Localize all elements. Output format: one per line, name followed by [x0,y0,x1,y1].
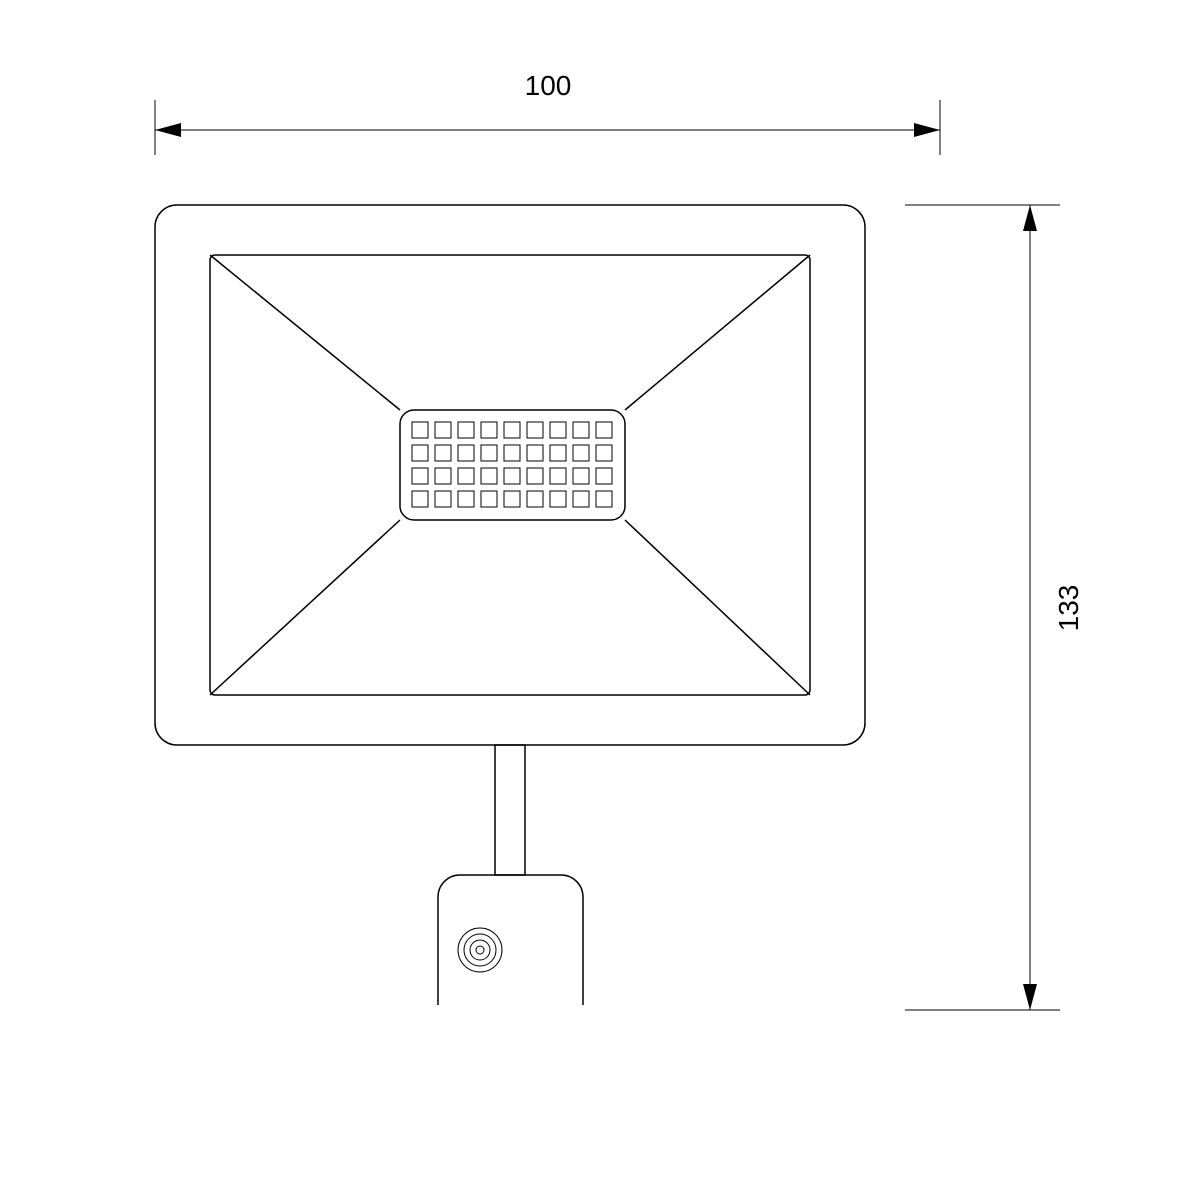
led-cell [596,491,612,507]
led-cell [458,445,474,461]
facet-br [625,520,810,695]
led-cell [458,422,474,438]
led-cell [481,468,497,484]
technical-drawing: 100 133 [0,0,1200,1200]
arrow-head [155,123,181,137]
sensor-eye-ring [470,940,490,960]
led-cell [458,468,474,484]
lamp-body [155,205,865,745]
led-cell [550,491,566,507]
led-cell [435,491,451,507]
arrow-head [914,123,940,137]
lamp-bezel [210,255,810,695]
led-cell [435,422,451,438]
led-cell [504,491,520,507]
led-cell [550,445,566,461]
sensor-eye-ring [464,934,496,966]
led-cell [596,468,612,484]
sensor-eye-ring [458,928,502,972]
led-cell [435,445,451,461]
led-cell [573,491,589,507]
led-cell [412,468,428,484]
led-cell [481,422,497,438]
dim-height-label: 133 [1053,585,1084,632]
led-cell [481,491,497,507]
led-panel [400,410,625,520]
led-cell [596,445,612,461]
led-cell [412,445,428,461]
facet-bl [210,520,400,695]
led-cell [504,468,520,484]
led-cell [412,491,428,507]
led-cell [481,445,497,461]
led-cell [504,422,520,438]
led-cell [573,422,589,438]
sensor-eye-ring [476,946,484,954]
arrow-head [1023,984,1037,1010]
led-cell [527,491,543,507]
led-cell [527,422,543,438]
led-cell [573,468,589,484]
led-cell [573,445,589,461]
led-cell [550,468,566,484]
led-cell [412,422,428,438]
stem [495,745,525,875]
led-cell [504,445,520,461]
arrow-head [1023,205,1037,231]
led-cell [527,445,543,461]
led-cell [435,468,451,484]
led-cell [550,422,566,438]
facet-tl [210,255,400,410]
led-cell [596,422,612,438]
led-cell [527,468,543,484]
led-cell [458,491,474,507]
dim-width-label: 100 [525,70,572,101]
sensor-body [438,875,583,1005]
facet-tr [625,255,810,410]
